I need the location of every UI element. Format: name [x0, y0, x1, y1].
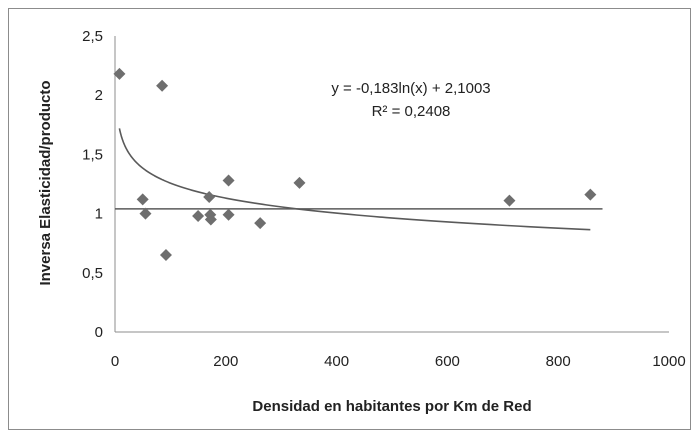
- data-point: [293, 176, 306, 189]
- y-tick-label: 1: [95, 206, 103, 223]
- y-tick-label: 2,5: [82, 28, 103, 45]
- data-point: [584, 188, 597, 201]
- x-tick-label: 400: [324, 353, 349, 370]
- data-point: [203, 191, 216, 204]
- data-point: [204, 213, 217, 226]
- data-point: [113, 67, 126, 80]
- x-tick-label: 1000: [652, 353, 685, 370]
- x-tick-label: 600: [435, 353, 460, 370]
- data-point: [192, 209, 205, 222]
- data-point: [222, 208, 235, 221]
- trendline-equation: y = -0,183ln(x) + 2,1003: [331, 80, 490, 97]
- y-tick-label: 0: [95, 324, 103, 341]
- chart-frame: [8, 8, 691, 430]
- axes: [114, 36, 669, 333]
- data-point: [139, 207, 152, 220]
- trendline: [118, 128, 591, 231]
- y-tick-label: 1,5: [82, 146, 103, 163]
- y-tick-label: 0,5: [82, 265, 103, 282]
- x-tick-labels: 0 200 400 600 800 1000: [111, 353, 686, 370]
- data-point: [503, 194, 516, 207]
- data-point: [222, 174, 235, 187]
- x-tick-label: 800: [546, 353, 571, 370]
- data-point: [156, 79, 169, 92]
- y-tick-labels: 0 0,5 1 1,5 2 2,5: [82, 28, 103, 341]
- x-tick-label: 200: [213, 353, 238, 370]
- data-points: [113, 67, 597, 262]
- y-axis-title: Inversa Elasticidad/producto: [37, 80, 54, 285]
- data-point: [159, 249, 172, 262]
- data-point: [254, 217, 267, 230]
- y-tick-label: 2: [95, 87, 103, 104]
- x-tick-label: 0: [111, 353, 119, 370]
- data-point: [136, 193, 149, 206]
- x-axis-title: Densidad en habitantes por Km de Red: [252, 398, 531, 415]
- trendline-r2: R² = 0,2408: [372, 103, 451, 120]
